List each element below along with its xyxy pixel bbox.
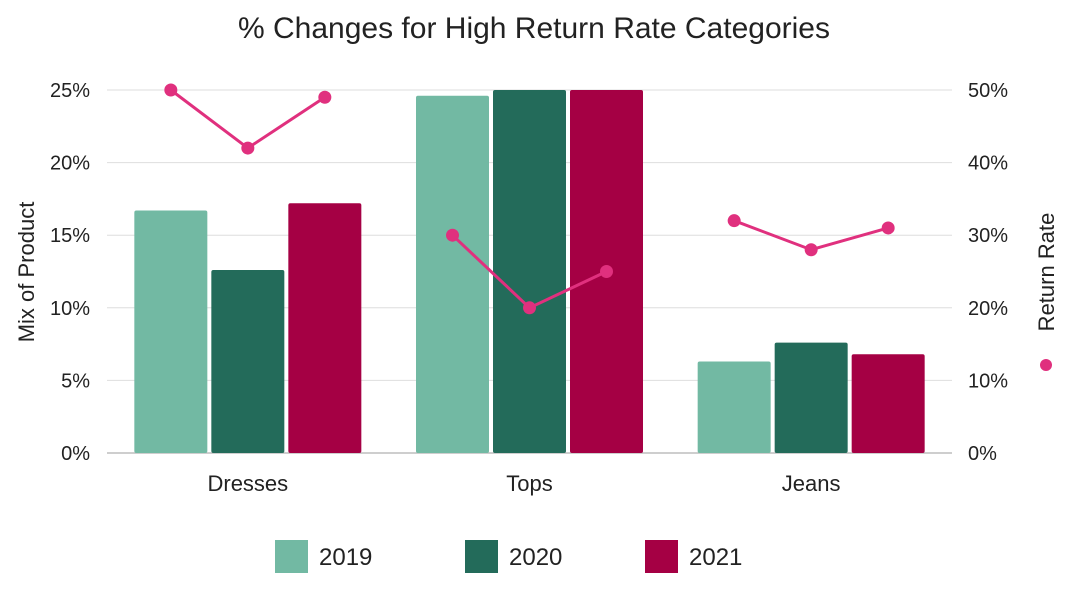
right-tick-label: 30% — [968, 225, 1008, 247]
bar-dresses-2021 — [288, 203, 362, 453]
left-tick-label: 0% — [61, 443, 90, 465]
right-tick-label: 10% — [968, 370, 1008, 392]
legend-item-2020: 2020 — [465, 540, 562, 573]
left-tick-label: 25% — [50, 80, 90, 102]
left-axis-ticks: 0% 5% 10% 15% 20% 25% — [50, 80, 90, 465]
return-rate-line-dresses — [169, 88, 326, 150]
bar-jeans-2019 — [697, 361, 771, 453]
return-rate-point — [164, 83, 178, 97]
bar-dresses-2020 — [211, 270, 285, 453]
category-labels: Dresses Tops Jeans — [207, 471, 840, 496]
legend-label: 2021 — [689, 544, 742, 571]
y2-axis-title: Return Rate — [1034, 213, 1059, 371]
left-tick-label: 10% — [50, 298, 90, 320]
left-tick-label: 5% — [61, 370, 90, 392]
y2-axis-marker — [1040, 359, 1052, 371]
bar-tops-2020 — [493, 90, 566, 453]
return-rate-point — [241, 141, 255, 155]
legend-swatch — [275, 540, 308, 573]
return-rate-lines — [164, 83, 895, 315]
category-label: Dresses — [207, 471, 288, 496]
left-tick-label: 20% — [50, 153, 90, 175]
right-tick-label: 20% — [968, 298, 1008, 320]
return-rate-point — [523, 301, 536, 315]
right-tick-label: 0% — [968, 443, 997, 465]
return-rate-point — [881, 221, 895, 235]
chart-title: % Changes for High Return Rate Categorie… — [238, 12, 830, 45]
return-rate-point — [727, 214, 741, 228]
bar-tops-2019 — [416, 95, 489, 454]
category-label: Tops — [506, 471, 552, 496]
bar-dresses-2019 — [134, 210, 208, 453]
bars — [134, 90, 925, 454]
bar-jeans-2021 — [851, 354, 925, 453]
bar-jeans-2020 — [774, 342, 848, 453]
y-axis-title: Mix of Product — [14, 202, 39, 343]
return-rate-point — [600, 265, 613, 278]
legend-swatch — [465, 540, 498, 573]
legend: 2019 2020 2021 — [275, 540, 742, 573]
right-tick-label: 40% — [968, 153, 1008, 175]
right-tick-label: 50% — [968, 80, 1008, 102]
legend-item-2021: 2021 — [645, 540, 742, 573]
legend-swatch — [645, 540, 678, 573]
legend-item-2019: 2019 — [275, 540, 372, 573]
right-axis-ticks: 0% 10% 20% 30% 40% 50% — [968, 80, 1008, 465]
category-label: Jeans — [782, 471, 841, 496]
left-tick-label: 15% — [50, 225, 90, 247]
y2-axis-title-text: Return Rate — [1034, 213, 1059, 332]
legend-label: 2020 — [509, 544, 562, 571]
legend-label: 2019 — [319, 544, 372, 571]
return-rate-point — [804, 243, 818, 257]
return-rate-point — [318, 90, 332, 104]
return-rate-point — [446, 228, 459, 242]
